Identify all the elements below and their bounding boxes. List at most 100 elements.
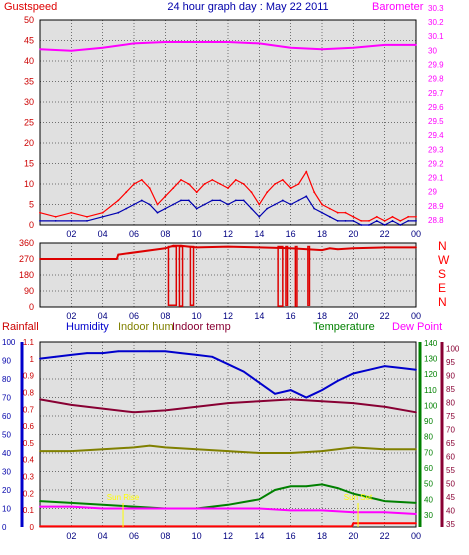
humidity-point: [383, 365, 386, 367]
barometer-point: [383, 44, 386, 46]
direction-tick-label: 0: [29, 302, 34, 312]
humidity-tick-label: 60: [2, 412, 11, 421]
humidity-point: [305, 396, 308, 399]
indoor_temp-point: [39, 398, 41, 401]
gust-point: [211, 179, 214, 181]
gust-point: [297, 183, 300, 185]
wind_avg-point: [274, 203, 276, 206]
humidity-tick-label: 100: [2, 338, 16, 347]
legend-label: Indoor temp: [172, 321, 231, 333]
gust-point: [313, 191, 316, 194]
humidity-point: [368, 368, 370, 371]
gust-point: [289, 187, 292, 190]
wind_avg-point: [266, 207, 269, 210]
barometer-tick-label: 28.8: [428, 216, 444, 225]
gust-point: [281, 179, 284, 181]
x-tick-label: 14: [254, 229, 264, 239]
direction-point: [187, 245, 190, 248]
temperature-point: [227, 503, 229, 506]
wind_avg-point: [313, 207, 316, 210]
barometer-point: [321, 48, 323, 51]
wind_avg-point: [187, 199, 190, 202]
indoor_hum-point: [70, 450, 73, 452]
temperature-point: [289, 485, 292, 488]
wind_avg-point: [39, 220, 41, 222]
x-tick-label: 00: [411, 531, 421, 541]
direction-point: [352, 247, 355, 250]
humidity-tick-label: 20: [2, 486, 11, 495]
gust-point: [148, 187, 151, 190]
wind_avg-point: [101, 215, 104, 218]
humidity-point: [336, 380, 339, 382]
x-tick-label: 20: [348, 531, 358, 541]
gust-point: [336, 211, 339, 214]
dewpoint-tick-label: 65: [446, 439, 455, 448]
direction-drop: [285, 245, 289, 306]
dewpoint-tick-label: 50: [446, 479, 455, 488]
dewpoint-point: [195, 507, 198, 510]
humidity-point: [39, 357, 41, 360]
wind_avg-point: [148, 203, 151, 206]
sun-annotation: Sun Set: [344, 493, 373, 502]
direction-point: [258, 246, 261, 249]
temperature-point: [305, 485, 308, 488]
wind_avg-point: [375, 220, 378, 222]
direction-tick-label: 360: [19, 238, 34, 248]
wind_avg-point: [297, 199, 300, 202]
humidity-point: [274, 392, 276, 395]
rainfall-point: [415, 522, 417, 525]
temperature-tick-label: 140: [424, 339, 438, 348]
gust-point: [117, 199, 120, 202]
dewpoint-tick-label: 95: [446, 358, 455, 367]
humidity-point: [211, 355, 214, 358]
wind_avg-point: [156, 211, 159, 214]
barometer-tick-label: 30.1: [428, 32, 444, 41]
wind_avg-point: [140, 199, 143, 202]
rainfall-tick-label: 0.6: [23, 422, 35, 431]
gust-tick-label: 45: [24, 36, 34, 46]
rainfall-tick-label: 0.5: [23, 439, 35, 448]
dewpoint-point: [164, 507, 167, 510]
humidity-tick-label: 40: [2, 449, 11, 458]
direction-drop: [307, 245, 311, 306]
rainfall-tick-label: 0.2: [23, 489, 35, 498]
rainfall-tick-label: 0.3: [23, 473, 35, 482]
legend-label: Rainfall: [2, 321, 39, 333]
legend-label: Indoor hum: [118, 321, 174, 333]
barometer-tick-label: 30.3: [428, 4, 444, 13]
gust-point: [195, 191, 198, 194]
direction-point: [328, 247, 331, 250]
wind_avg-point: [164, 207, 167, 210]
dewpoint-point: [70, 505, 73, 508]
gust-point: [399, 220, 402, 222]
temperature-point: [70, 502, 73, 504]
gust-point: [360, 220, 363, 222]
direction-point: [289, 247, 292, 250]
wind_avg-point: [383, 224, 386, 226]
rainfall-point: [39, 525, 41, 528]
wind_avg-point: [195, 207, 198, 210]
barometer-tick-label: 29.2: [428, 159, 444, 168]
gust-tick-label: 50: [24, 15, 34, 25]
humidity-point: [258, 381, 261, 384]
gust-point: [54, 215, 57, 218]
legend-label: Dew Point: [392, 321, 442, 333]
gust-tick-label: 0: [29, 220, 34, 230]
wind_avg-point: [203, 203, 206, 206]
wind_avg-point: [305, 195, 308, 198]
barometer-tick-label: 29.5: [428, 117, 444, 126]
x-tick-label: 16: [286, 311, 296, 321]
temperature-point: [274, 489, 276, 491]
temperature-point: [133, 505, 135, 508]
indoor_temp-point: [70, 404, 73, 406]
gust-point: [70, 211, 73, 214]
gust-tick-label: 5: [29, 200, 34, 210]
x-tick-label: 16: [286, 531, 296, 541]
gust-tick-label: 40: [24, 56, 34, 66]
x-tick-label: 06: [129, 229, 139, 239]
gust-point: [86, 215, 88, 218]
x-tick-label: 00: [411, 311, 421, 321]
gust-point: [407, 215, 410, 218]
